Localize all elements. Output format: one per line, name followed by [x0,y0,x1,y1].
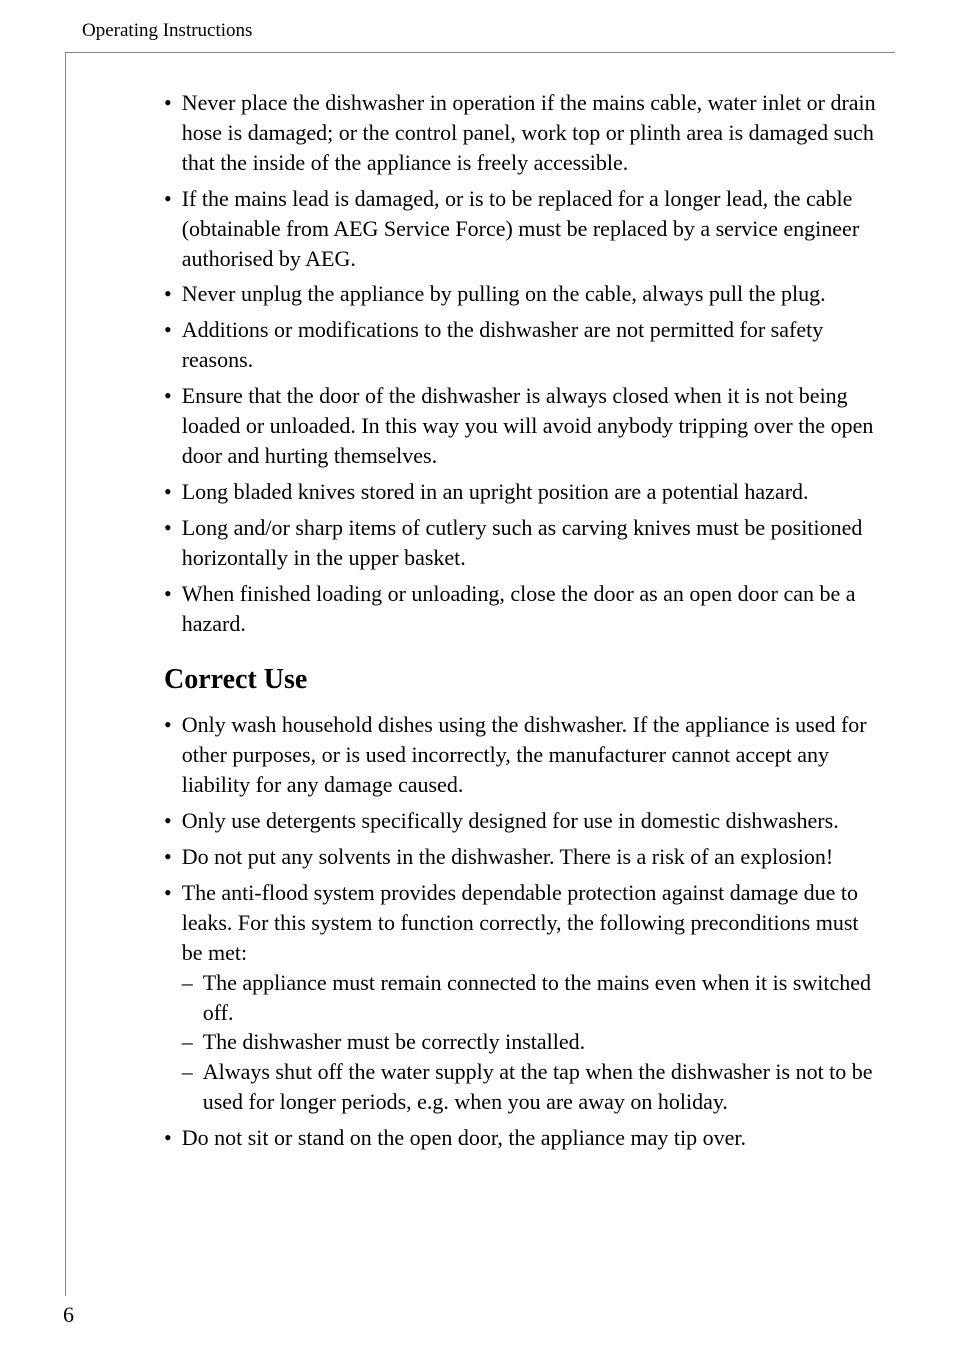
antiflood-bullet-text: The anti-flood system provides dependabl… [182,880,859,965]
correct-use-bullet-item: • Do not put any solvents in the dishwas… [164,842,884,872]
safety-bullet-text: Long bladed knives stored in an upright … [182,477,809,507]
header-text: Operating Instructions [82,20,252,42]
correct-use-bullet-item: • Only wash household dishes using the d… [164,710,884,800]
horizontal-divider [65,52,895,53]
content-area: • Never place the dishwasher in operatio… [164,88,884,1159]
final-bullet-text: Do not sit or stand on the open door, th… [182,1123,746,1153]
safety-bullet-item: • Additions or modifications to the dish… [164,315,884,375]
antiflood-sub-text: Always shut off the water supply at the … [203,1057,884,1117]
safety-bullet-text: If the mains lead is damaged, or is to b… [182,184,884,274]
correct-use-bullet-text: Only use detergents specifically designe… [182,806,839,836]
dash-marker: – [182,968,193,1028]
safety-bullet-item: • Ensure that the door of the dishwasher… [164,381,884,471]
antiflood-sub-item: – The appliance must remain connected to… [182,968,884,1028]
bullet-marker: • [164,477,172,507]
bullet-marker: • [164,806,172,836]
bullet-marker: • [164,381,172,471]
safety-bullet-text: Never place the dishwasher in operation … [182,88,884,178]
safety-bullet-text: Long and/or sharp items of cutlery such … [182,513,884,573]
bullet-marker: • [164,579,172,639]
page-number: 6 [63,1302,74,1328]
bullet-marker: • [164,710,172,800]
bullet-marker: • [164,88,172,178]
vertical-divider [65,52,66,1296]
safety-bullet-item: • Never place the dishwasher in operatio… [164,88,884,178]
safety-bullet-item: • Long bladed knives stored in an uprigh… [164,477,884,507]
bullet-marker: • [164,1123,172,1153]
safety-bullet-text: Additions or modifications to the dishwa… [182,315,884,375]
safety-bullet-text: Ensure that the door of the dishwasher i… [182,381,884,471]
bullet-marker: • [164,184,172,274]
safety-bullet-item: • When finished loading or unloading, cl… [164,579,884,639]
dash-marker: – [182,1057,193,1117]
correct-use-bullet-item: • Only use detergents specifically desig… [164,806,884,836]
antiflood-sub-item: – Always shut off the water supply at th… [182,1057,884,1117]
antiflood-sub-text: The dishwasher must be correctly install… [203,1027,585,1057]
safety-bullet-item: • Never unplug the appliance by pulling … [164,279,884,309]
section-heading-correct-use: Correct Use [164,664,884,696]
safety-bullet-text: When finished loading or unloading, clos… [182,579,884,639]
correct-use-bullet-text: Only wash household dishes using the dis… [182,710,884,800]
antiflood-sub-text: The appliance must remain connected to t… [203,968,884,1028]
bullet-marker: • [164,842,172,872]
safety-bullet-text: Never unplug the appliance by pulling on… [182,279,826,309]
safety-bullet-item: • Long and/or sharp items of cutlery suc… [164,513,884,573]
bullet-marker: • [164,513,172,573]
bullet-marker: • [164,878,172,1117]
dash-marker: – [182,1027,193,1057]
antiflood-sub-item: – The dishwasher must be correctly insta… [182,1027,884,1057]
final-bullet-item: • Do not sit or stand on the open door, … [164,1123,884,1153]
bullet-marker: • [164,315,172,375]
correct-use-bullet-text: Do not put any solvents in the dishwashe… [182,842,834,872]
antiflood-bullet-item: • The anti-flood system provides dependa… [164,878,884,1117]
safety-bullet-item: • If the mains lead is damaged, or is to… [164,184,884,274]
bullet-marker: • [164,279,172,309]
